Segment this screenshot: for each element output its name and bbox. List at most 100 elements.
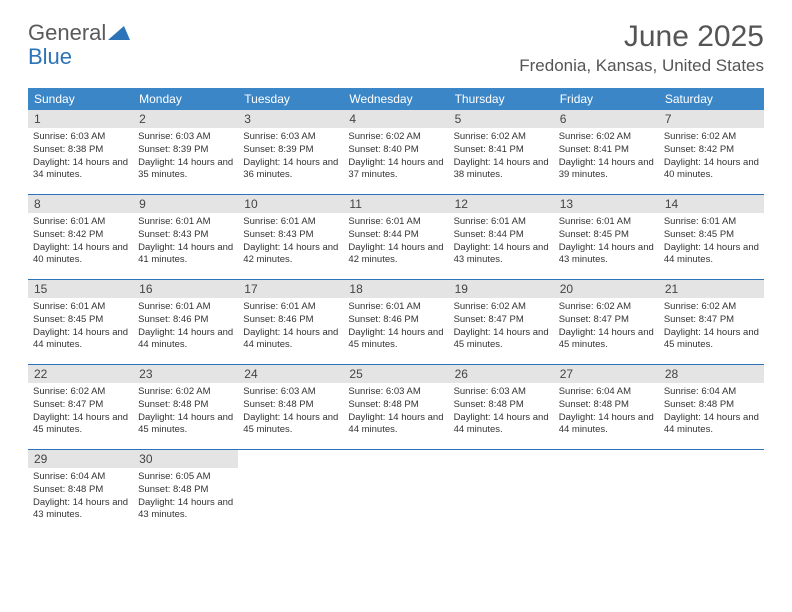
sunset-line: Sunset: 8:48 PM (348, 399, 443, 412)
day-cell: 21Sunrise: 6:02 AMSunset: 8:47 PMDayligh… (659, 280, 764, 364)
day-number: 3 (238, 110, 343, 128)
day-body: Sunrise: 6:04 AMSunset: 8:48 PMDaylight:… (28, 468, 133, 526)
daylight-line: Daylight: 14 hours and 43 minutes. (454, 242, 549, 268)
sunrise-line: Sunrise: 6:03 AM (243, 131, 338, 144)
empty-cell (659, 450, 764, 534)
day-cell: 19Sunrise: 6:02 AMSunset: 8:47 PMDayligh… (449, 280, 554, 364)
sunset-line: Sunset: 8:43 PM (138, 229, 233, 242)
day-cell: 13Sunrise: 6:01 AMSunset: 8:45 PMDayligh… (554, 195, 659, 279)
day-cell: 20Sunrise: 6:02 AMSunset: 8:47 PMDayligh… (554, 280, 659, 364)
sunset-line: Sunset: 8:48 PM (454, 399, 549, 412)
sunset-line: Sunset: 8:48 PM (138, 484, 233, 497)
daylight-line: Daylight: 14 hours and 34 minutes. (33, 157, 128, 183)
day-cell: 10Sunrise: 6:01 AMSunset: 8:43 PMDayligh… (238, 195, 343, 279)
day-cell: 7Sunrise: 6:02 AMSunset: 8:42 PMDaylight… (659, 110, 764, 194)
day-body: Sunrise: 6:01 AMSunset: 8:44 PMDaylight:… (343, 213, 448, 271)
day-cell: 16Sunrise: 6:01 AMSunset: 8:46 PMDayligh… (133, 280, 238, 364)
day-cell: 29Sunrise: 6:04 AMSunset: 8:48 PMDayligh… (28, 450, 133, 534)
day-body: Sunrise: 6:03 AMSunset: 8:48 PMDaylight:… (343, 383, 448, 441)
daylight-line: Daylight: 14 hours and 45 minutes. (559, 327, 654, 353)
daylight-line: Daylight: 14 hours and 35 minutes. (138, 157, 233, 183)
weeks-container: 1Sunrise: 6:03 AMSunset: 8:38 PMDaylight… (28, 110, 764, 534)
daylight-line: Daylight: 14 hours and 45 minutes. (243, 412, 338, 438)
logo: General (28, 20, 130, 46)
empty-cell (343, 450, 448, 534)
month-title: June 2025 (519, 20, 764, 54)
sunrise-line: Sunrise: 6:01 AM (454, 216, 549, 229)
day-number: 7 (659, 110, 764, 128)
empty-cell (554, 450, 659, 534)
week-row: 1Sunrise: 6:03 AMSunset: 8:38 PMDaylight… (28, 110, 764, 195)
sunrise-line: Sunrise: 6:01 AM (559, 216, 654, 229)
daylight-line: Daylight: 14 hours and 43 minutes. (559, 242, 654, 268)
day-body: Sunrise: 6:01 AMSunset: 8:46 PMDaylight:… (238, 298, 343, 356)
sunrise-line: Sunrise: 6:01 AM (243, 301, 338, 314)
day-number: 9 (133, 195, 238, 213)
sunset-line: Sunset: 8:41 PM (454, 144, 549, 157)
sunrise-line: Sunrise: 6:01 AM (348, 301, 443, 314)
day-number: 8 (28, 195, 133, 213)
day-cell: 27Sunrise: 6:04 AMSunset: 8:48 PMDayligh… (554, 365, 659, 449)
sunrise-line: Sunrise: 6:02 AM (559, 301, 654, 314)
day-cell: 9Sunrise: 6:01 AMSunset: 8:43 PMDaylight… (133, 195, 238, 279)
day-of-week-header: SundayMondayTuesdayWednesdayThursdayFrid… (28, 88, 764, 110)
day-body: Sunrise: 6:02 AMSunset: 8:47 PMDaylight:… (659, 298, 764, 356)
sunrise-line: Sunrise: 6:03 AM (348, 386, 443, 399)
day-body: Sunrise: 6:02 AMSunset: 8:48 PMDaylight:… (133, 383, 238, 441)
day-number: 12 (449, 195, 554, 213)
sunrise-line: Sunrise: 6:01 AM (138, 301, 233, 314)
sunset-line: Sunset: 8:45 PM (33, 314, 128, 327)
sunrise-line: Sunrise: 6:01 AM (33, 216, 128, 229)
sunrise-line: Sunrise: 6:01 AM (33, 301, 128, 314)
day-number: 27 (554, 365, 659, 383)
day-cell: 24Sunrise: 6:03 AMSunset: 8:48 PMDayligh… (238, 365, 343, 449)
dow-cell: Friday (554, 88, 659, 110)
day-body: Sunrise: 6:01 AMSunset: 8:45 PMDaylight:… (554, 213, 659, 271)
day-number: 6 (554, 110, 659, 128)
dow-cell: Monday (133, 88, 238, 110)
daylight-line: Daylight: 14 hours and 45 minutes. (664, 327, 759, 353)
daylight-line: Daylight: 14 hours and 42 minutes. (243, 242, 338, 268)
sunset-line: Sunset: 8:48 PM (243, 399, 338, 412)
day-number: 2 (133, 110, 238, 128)
day-body: Sunrise: 6:02 AMSunset: 8:42 PMDaylight:… (659, 128, 764, 186)
sunrise-line: Sunrise: 6:02 AM (138, 386, 233, 399)
sunset-line: Sunset: 8:48 PM (33, 484, 128, 497)
day-cell: 8Sunrise: 6:01 AMSunset: 8:42 PMDaylight… (28, 195, 133, 279)
sunrise-line: Sunrise: 6:04 AM (559, 386, 654, 399)
sunrise-line: Sunrise: 6:01 AM (243, 216, 338, 229)
sunset-line: Sunset: 8:46 PM (348, 314, 443, 327)
day-cell: 14Sunrise: 6:01 AMSunset: 8:45 PMDayligh… (659, 195, 764, 279)
daylight-line: Daylight: 14 hours and 40 minutes. (33, 242, 128, 268)
week-row: 8Sunrise: 6:01 AMSunset: 8:42 PMDaylight… (28, 195, 764, 280)
daylight-line: Daylight: 14 hours and 45 minutes. (348, 327, 443, 353)
sunrise-line: Sunrise: 6:03 AM (33, 131, 128, 144)
day-cell: 23Sunrise: 6:02 AMSunset: 8:48 PMDayligh… (133, 365, 238, 449)
sunrise-line: Sunrise: 6:02 AM (454, 301, 549, 314)
daylight-line: Daylight: 14 hours and 38 minutes. (454, 157, 549, 183)
daylight-line: Daylight: 14 hours and 45 minutes. (33, 412, 128, 438)
day-cell: 11Sunrise: 6:01 AMSunset: 8:44 PMDayligh… (343, 195, 448, 279)
dow-cell: Sunday (28, 88, 133, 110)
day-body: Sunrise: 6:02 AMSunset: 8:41 PMDaylight:… (449, 128, 554, 186)
day-body: Sunrise: 6:01 AMSunset: 8:44 PMDaylight:… (449, 213, 554, 271)
day-cell: 28Sunrise: 6:04 AMSunset: 8:48 PMDayligh… (659, 365, 764, 449)
day-number: 11 (343, 195, 448, 213)
day-body: Sunrise: 6:02 AMSunset: 8:47 PMDaylight:… (28, 383, 133, 441)
sunset-line: Sunset: 8:46 PM (138, 314, 233, 327)
sunset-line: Sunset: 8:48 PM (138, 399, 233, 412)
daylight-line: Daylight: 14 hours and 37 minutes. (348, 157, 443, 183)
day-cell: 4Sunrise: 6:02 AMSunset: 8:40 PMDaylight… (343, 110, 448, 194)
sunset-line: Sunset: 8:47 PM (664, 314, 759, 327)
day-body: Sunrise: 6:03 AMSunset: 8:39 PMDaylight:… (133, 128, 238, 186)
day-number: 16 (133, 280, 238, 298)
day-number: 24 (238, 365, 343, 383)
sunset-line: Sunset: 8:46 PM (243, 314, 338, 327)
day-number: 17 (238, 280, 343, 298)
day-number: 28 (659, 365, 764, 383)
sunrise-line: Sunrise: 6:02 AM (664, 131, 759, 144)
empty-cell (238, 450, 343, 534)
day-body: Sunrise: 6:03 AMSunset: 8:39 PMDaylight:… (238, 128, 343, 186)
daylight-line: Daylight: 14 hours and 40 minutes. (664, 157, 759, 183)
day-body: Sunrise: 6:02 AMSunset: 8:47 PMDaylight:… (554, 298, 659, 356)
